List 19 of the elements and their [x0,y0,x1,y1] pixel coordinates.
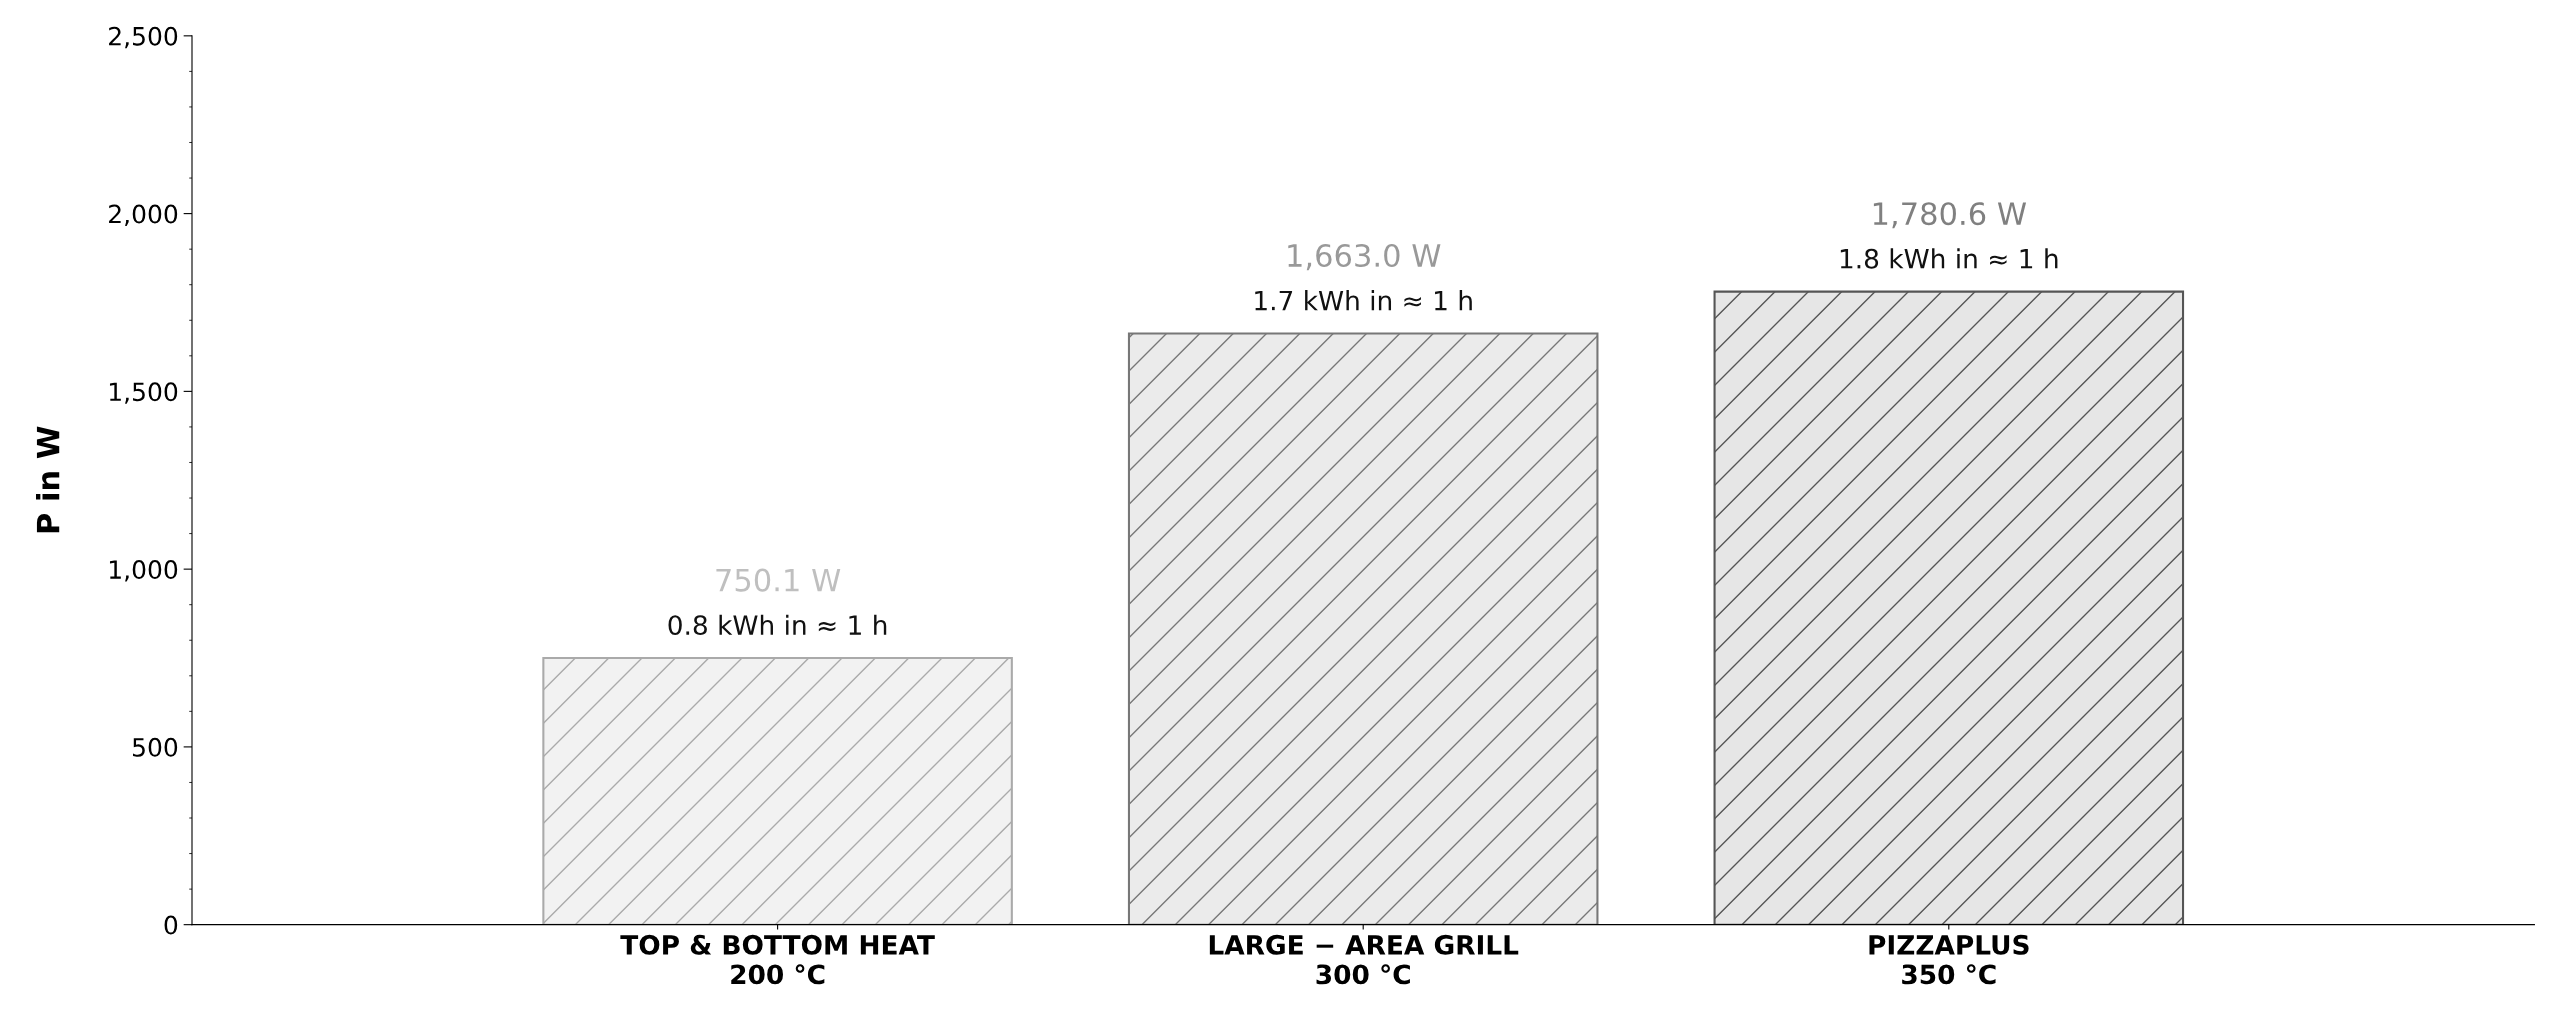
y-axis-title: P in W [36,426,60,533]
data-label: 750.1 W [716,568,841,592]
y-tick-label: 2,000 [109,204,178,227]
annotation: 0.8 kWh in ≈ 1 h [668,614,887,636]
y-tick-label: 1,500 [109,382,178,404]
y-tick-label: 0 [164,915,178,935]
data-label: 1,663.0 W [1288,243,1441,271]
bar [1127,332,1599,925]
y-tick-label: 1,000 [109,560,178,582]
data-label: 1,780.6 W [1873,202,2027,229]
annotation: 1.8 kWh in ≈ 1 h [1840,248,2058,269]
x-tick-label: PIZZAPLUS 350 °C [1869,934,2029,985]
bar [1713,290,2185,925]
annotation: 1.7 kWh in ≈ 1 h [1255,290,1472,311]
y-tick-label: 500 [133,737,178,757]
x-tick-label: LARGE − AREA GRILL 300 °C [1209,934,1519,985]
x-tick-label: TOP & BOTTOM HEAT 200 °C [620,934,935,985]
y-tick-label: 2,500 [109,26,178,49]
bar [542,656,1013,925]
